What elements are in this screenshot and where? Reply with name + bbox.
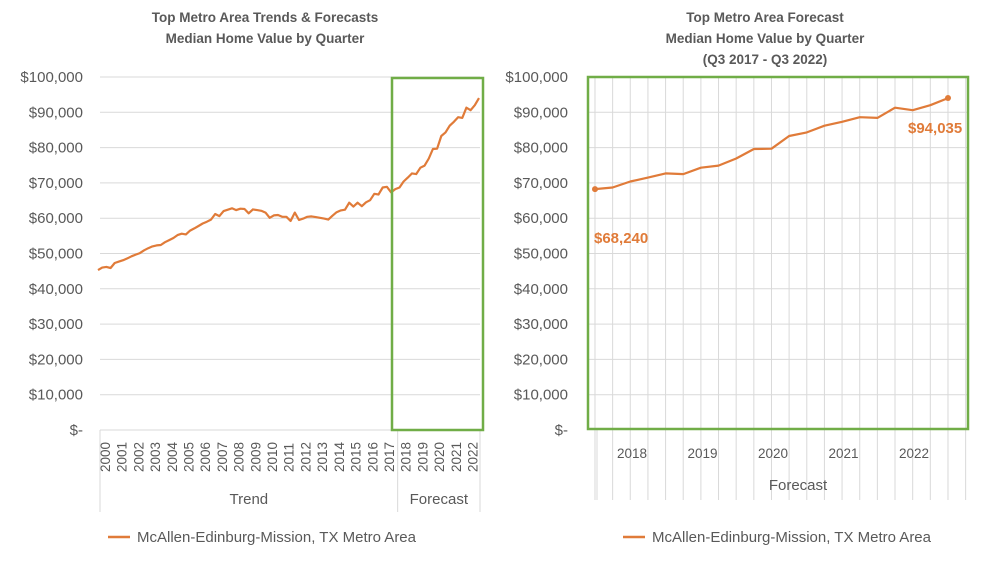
right-plot-border (586, 75, 970, 431)
left-y-tick-label: $60,000 (29, 210, 83, 227)
right-x-tick-label: 2019 (687, 446, 717, 461)
left-x-tick-label: 2003 (148, 442, 163, 472)
right-chart-title-line1: Top Metro Area Forecast (686, 10, 844, 25)
left-chart-title-line2: Median Home Value by Quarter (166, 31, 366, 46)
left-x-tick-label: 2010 (265, 442, 280, 472)
left-y-tick-label: $90,000 (29, 104, 83, 121)
left-y-tick-label: $80,000 (29, 140, 83, 157)
left-x-tick-label: 2017 (382, 442, 397, 472)
left-x-tick-label: 2022 (465, 442, 480, 472)
right-x-axis: 2018 2019 2020 2021 2022 (617, 446, 929, 461)
left-x-tick-label: 2009 (248, 442, 263, 472)
forecast-highlight-box (390, 76, 485, 432)
right-series-line (594, 97, 949, 191)
last-point-label: $94,035 (908, 120, 962, 137)
right-x-tick-label: 2022 (899, 446, 929, 461)
left-x-tick-label: 2006 (198, 442, 213, 472)
right-y-axis: $- $10,000 $20,000 $30,000 $40,000 $50,000 $60… (505, 69, 568, 439)
left-x-axis: 2000 2001 2002 2003 2004 2005 2006 2007 2008 2009… (98, 430, 481, 512)
last-point-marker (945, 95, 951, 102)
right-y-tick-label: $90,000 (514, 104, 568, 121)
left-x-tick-label: 2001 (115, 442, 130, 472)
right-y-tick-label: $70,000 (514, 175, 568, 192)
left-y-tick-label: $30,000 (29, 316, 83, 333)
right-x-axis-title: Forecast (769, 477, 828, 494)
right-chart-title-line3: (Q3 2017 - Q3 2022) (703, 52, 828, 67)
left-x-tick-label: 2014 (332, 441, 347, 472)
first-point-marker (592, 186, 598, 193)
left-x-tick-label: 2000 (98, 442, 113, 472)
left-y-tick-label: $70,000 (29, 175, 83, 192)
left-y-tick-label: $50,000 (29, 246, 83, 263)
right-x-tick-label: 2018 (617, 446, 647, 461)
left-gridlines (100, 76, 480, 431)
right-y-tick-label: $100,000 (505, 69, 568, 86)
left-x-tick-label: 2018 (399, 442, 414, 472)
right-y-tick-label: $80,000 (514, 140, 568, 157)
left-x-tick-label: 2015 (349, 442, 364, 472)
trend-forecast-chart: Top Metro Area Trends & Forecasts Median… (20, 10, 485, 546)
left-group-label-forecast: Forecast (410, 491, 469, 508)
left-x-tick-label: 2020 (432, 442, 447, 472)
left-x-tick-label: 2008 (232, 442, 247, 472)
left-x-tick-label: 2013 (315, 442, 330, 472)
right-chart-title-line2: Median Home Value by Quarter (666, 31, 866, 46)
right-x-tick-label: 2021 (828, 446, 858, 461)
right-y-tick-label: $60,000 (514, 210, 568, 227)
right-legend-label: McAllen-Edinburg-Mission, TX Metro Area (652, 529, 932, 546)
left-y-tick-label: $40,000 (29, 281, 83, 298)
right-gridlines (588, 77, 968, 500)
left-y-tick-label: $10,000 (29, 387, 83, 404)
left-x-tick-label: 2005 (182, 442, 197, 472)
right-y-tick-label: $10,000 (514, 387, 568, 404)
right-y-tick-label: $- (555, 422, 568, 439)
left-y-axis: $- $10,000 $20,000 $30,000 $40,000 $50,000 $60… (20, 69, 83, 439)
left-y-tick-label: $100,000 (20, 69, 83, 86)
left-x-tick-label: 2016 (365, 442, 380, 472)
right-y-tick-label: $30,000 (514, 316, 568, 333)
left-chart-title-line1: Top Metro Area Trends & Forecasts (152, 10, 379, 25)
first-point-label: $68,240 (594, 230, 648, 247)
forecast-chart: Top Metro Area Forecast Median Home Valu… (505, 10, 970, 546)
left-x-tick-label: 2004 (165, 441, 180, 472)
left-x-tick-label: 2007 (215, 442, 230, 472)
right-y-tick-label: $40,000 (514, 281, 568, 298)
left-x-tick-label: 2002 (131, 442, 146, 472)
left-x-tick-label: 2021 (449, 442, 464, 472)
right-y-tick-label: $20,000 (514, 351, 568, 368)
left-y-tick-label: $- (70, 422, 83, 439)
left-x-tick-label: 2019 (415, 442, 430, 472)
left-group-label-trend: Trend (230, 491, 269, 508)
right-y-tick-label: $50,000 (514, 246, 568, 263)
left-legend-label: McAllen-Edinburg-Mission, TX Metro Area (137, 529, 417, 546)
left-series-line (97, 97, 480, 272)
left-y-tick-label: $20,000 (29, 351, 83, 368)
left-x-tick-label: 2012 (298, 442, 313, 472)
left-x-tick-label: 2011 (282, 443, 297, 472)
right-x-tick-label: 2020 (758, 446, 788, 461)
